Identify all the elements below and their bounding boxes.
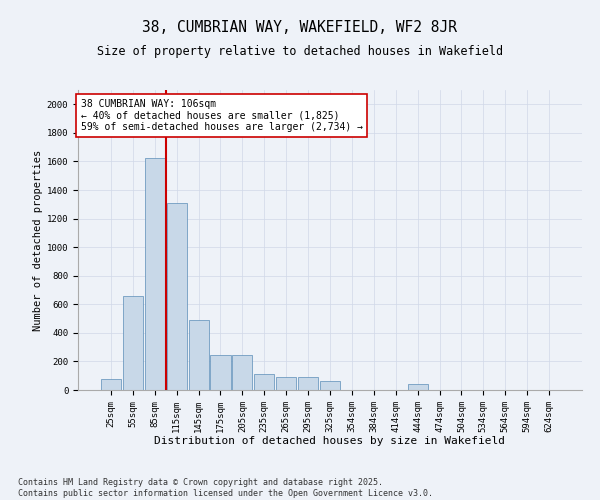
Bar <box>298 377 318 390</box>
Bar <box>254 374 274 390</box>
Bar <box>320 380 340 390</box>
Bar <box>188 320 209 390</box>
Bar <box>145 158 165 390</box>
X-axis label: Distribution of detached houses by size in Wakefield: Distribution of detached houses by size … <box>155 436 505 446</box>
Bar <box>211 355 230 390</box>
Bar <box>167 203 187 390</box>
Y-axis label: Number of detached properties: Number of detached properties <box>32 150 43 330</box>
Text: 38, CUMBRIAN WAY, WAKEFIELD, WF2 8JR: 38, CUMBRIAN WAY, WAKEFIELD, WF2 8JR <box>143 20 458 35</box>
Text: Contains HM Land Registry data © Crown copyright and database right 2025.
Contai: Contains HM Land Registry data © Crown c… <box>18 478 433 498</box>
Text: Size of property relative to detached houses in Wakefield: Size of property relative to detached ho… <box>97 45 503 58</box>
Bar <box>123 296 143 390</box>
Bar <box>232 355 253 390</box>
Bar <box>101 380 121 390</box>
Bar <box>276 377 296 390</box>
Text: 38 CUMBRIAN WAY: 106sqm
← 40% of detached houses are smaller (1,825)
59% of semi: 38 CUMBRIAN WAY: 106sqm ← 40% of detache… <box>80 99 362 132</box>
Bar <box>407 384 428 390</box>
